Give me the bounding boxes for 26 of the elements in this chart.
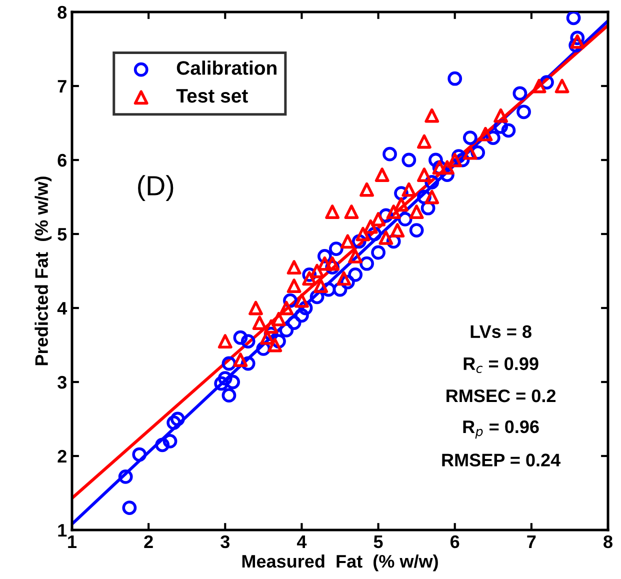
y-tick-label: 5	[58, 228, 67, 241]
annotation: RMSEC = 0.2	[446, 389, 556, 402]
x-tick-label: 1	[68, 536, 77, 548]
x-tick-label: 4	[296, 536, 307, 548]
y-tick-label: 1	[58, 524, 67, 537]
x-axis-title: Measured Fat (% w/w)	[242, 554, 438, 572]
annotation: LVs = 8	[470, 325, 532, 338]
annotation: (D)	[138, 175, 174, 202]
x-tick-label: 3	[220, 535, 230, 548]
y-tick-label: 7	[58, 80, 66, 93]
x-tick-label: 8	[604, 535, 612, 548]
y-tick-label: 2	[58, 450, 66, 463]
legend-label: Test set	[176, 89, 248, 103]
annotation: RMSEP = 0.24	[442, 454, 561, 466]
annotation: R$_{c}$ = 0.99	[464, 357, 538, 374]
x-tick-label: 5	[374, 536, 383, 548]
y-tick-label: 8	[58, 6, 67, 19]
y-axis-title: Predicted Fat (% w/w)	[34, 176, 52, 366]
y-tick-label: 3	[58, 376, 66, 389]
x-tick-label: 6	[450, 535, 460, 548]
y-tick-label: 4	[57, 302, 68, 315]
y-tick-label: 6	[58, 154, 66, 167]
legend-label: Calibration	[176, 60, 276, 75]
annotation: R$_{p}$ = 0.96	[463, 420, 539, 439]
x-tick-label: 2	[144, 535, 153, 548]
x-tick-label: 7	[527, 536, 536, 548]
